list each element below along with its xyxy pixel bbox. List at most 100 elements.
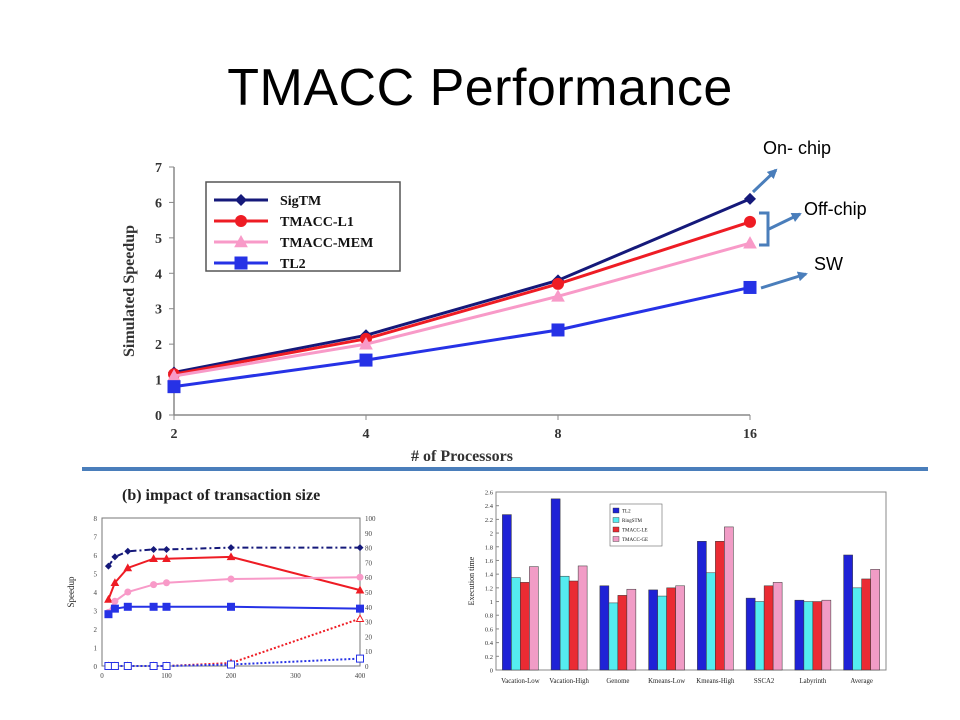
series-line-4 <box>108 617 361 667</box>
data-point <box>104 662 113 670</box>
data-point <box>104 594 113 603</box>
slide-divider <box>82 467 928 471</box>
data-point <box>355 585 365 594</box>
transaction-size-chart: (b) impact of transaction size0123456780… <box>66 487 376 680</box>
y-tick-label: 3 <box>155 303 162 318</box>
y-tick-label: 4 <box>155 267 162 282</box>
plot-frame <box>495 491 887 671</box>
y-tick-label: 0 <box>155 409 162 424</box>
data-point <box>110 578 120 587</box>
bar-tmacc-le <box>568 580 579 671</box>
legend-marker <box>235 194 247 206</box>
y-tick-label: 0 <box>94 663 98 671</box>
legend-label: TMACC-MEM <box>280 236 373 251</box>
x-tick-label: Labyrinth <box>799 678 826 685</box>
legend-label: TMACC-L1 <box>280 215 354 230</box>
bar-ringstm <box>559 575 570 671</box>
legend-swatch <box>612 536 620 542</box>
y-tick-label: 2 <box>94 626 98 634</box>
x-tick-label: Kmeans-High <box>696 678 735 685</box>
x-tick-label: 8 <box>555 427 562 442</box>
y-tick-label: 7 <box>94 534 98 542</box>
bar-tmacc-le <box>861 578 871 671</box>
legend-label: RingSTM <box>622 519 643 524</box>
main-speedup-chart: 0 1 2 3 4 5 6 7 2 4 8 16 # of Processors Simulated Sp… <box>121 161 757 465</box>
data-point-tl2 <box>551 323 565 337</box>
bar-tmacc-le <box>812 601 823 671</box>
x-tick-label: SSCA2 <box>754 678 775 685</box>
data-point <box>111 553 119 561</box>
x-tick-label: Vacation-Low <box>501 678 540 685</box>
data-point <box>162 602 171 611</box>
legend-label: TMACC-LE <box>622 529 648 534</box>
bar-tmacc-ge <box>529 566 539 671</box>
y-tick-label: 1 <box>155 374 162 389</box>
legend-swatch <box>612 507 620 514</box>
x-axis-title: # of Processors <box>411 448 513 465</box>
y-tick-label: 2.4 <box>485 503 494 510</box>
y-tick-label: 5 <box>155 232 162 247</box>
data-point <box>356 604 364 613</box>
y2-tick-label: 60 <box>365 574 373 582</box>
data-point <box>163 545 170 553</box>
data-point <box>123 662 132 670</box>
y-tick-label: 7 <box>155 161 162 176</box>
data-point <box>149 602 158 611</box>
bar-tmacc-le <box>763 585 774 671</box>
slide-title: TMACC Performance <box>227 59 733 117</box>
data-point <box>150 581 158 589</box>
legend-swatch <box>612 517 620 523</box>
x-tick-label: 200 <box>226 672 237 680</box>
data-point-tmacc-l1 <box>552 277 564 290</box>
y2-tick-label: 100 <box>365 515 376 523</box>
data-point <box>124 547 132 555</box>
data-point-tl2 <box>359 353 373 367</box>
data-point <box>226 552 236 561</box>
legend-swatch <box>612 526 620 533</box>
data-point <box>356 573 364 581</box>
y2-tick-label: 90 <box>365 530 373 538</box>
x-tick-label: 0 <box>100 672 104 680</box>
data-point <box>162 662 171 670</box>
legend: SigTM TMACC-L1 TMACC-MEM TL2 <box>205 181 401 272</box>
y-tick-label: 6 <box>155 196 162 211</box>
y-tick-label: 0.6 <box>485 626 494 633</box>
data-point <box>110 604 119 613</box>
bar-ringstm <box>706 572 716 671</box>
data-point <box>163 579 170 587</box>
bar-tl2 <box>697 541 707 671</box>
y-tick-label: 6 <box>94 552 98 560</box>
execution-time-chart: 0 0.2 0.4 0.6 0.8 1 1.2 1.4 1.6 1.8 2 2.2 2.4 2.6 Exec… <box>467 490 887 685</box>
y-tick-label: 1 <box>94 645 98 653</box>
bar-tmacc-ge <box>772 582 783 671</box>
y2-tick-label: 80 <box>365 545 373 553</box>
x-tick-label: 400 <box>355 672 366 680</box>
data-point-sigtm <box>744 192 756 205</box>
data-point <box>227 660 235 669</box>
bar-tmacc-le <box>715 541 725 671</box>
data-point <box>150 545 158 553</box>
x-tick-label: Genome <box>606 678 629 685</box>
y-axis-title: Execution time <box>467 556 476 605</box>
data-point <box>149 554 158 562</box>
data-point-tmacc-mem <box>359 337 373 350</box>
bar-tl2 <box>648 589 658 671</box>
y2-tick-label: 30 <box>365 619 373 627</box>
callout-sw: SW <box>814 254 843 274</box>
data-point-tl2 <box>167 380 181 394</box>
callout-off-chip: Off-chip <box>804 199 867 219</box>
y-tick-label: 1 <box>490 599 493 606</box>
y2-tick-label: 50 <box>365 589 373 597</box>
bar-tmacc-le <box>617 595 628 671</box>
callout-on-chip: On- chip <box>763 138 832 158</box>
data-point <box>356 654 364 663</box>
x-tick-label: 4 <box>363 427 370 442</box>
data-point <box>124 588 132 596</box>
series-line-tmacc-l1 <box>173 220 751 376</box>
bar-ringstm <box>608 602 619 671</box>
y-tick-label: 0.4 <box>485 640 494 647</box>
y-tick-label: 0.2 <box>485 654 493 661</box>
y-tick-label: 0.8 <box>485 613 493 620</box>
legend-label: TMACC-GE <box>622 538 648 543</box>
y-tick-label: 2 <box>155 338 162 353</box>
